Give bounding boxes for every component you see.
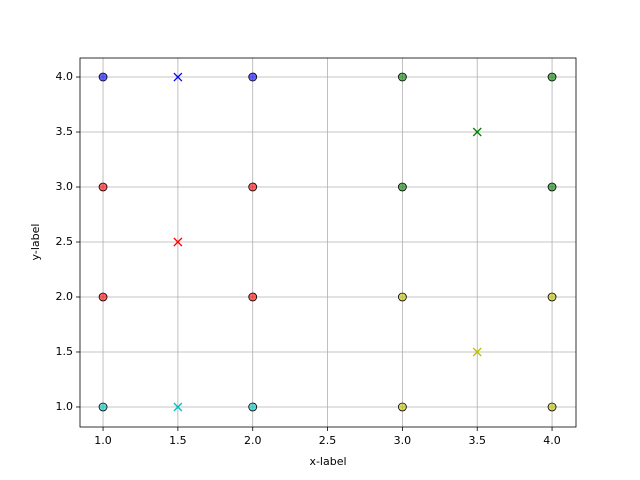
point [397,402,407,412]
x-marker [472,127,482,137]
point [397,182,407,192]
point [98,182,108,192]
x-tick-label: 2.0 [244,434,262,447]
y-tick-label: 3.0 [56,180,74,193]
point [98,402,108,412]
point [248,72,258,82]
point [98,292,108,302]
point [248,292,258,302]
x-tick-label: 2.5 [319,434,337,447]
point [547,292,557,302]
x-tick-label: 4.0 [543,434,561,447]
y-tick-label: 2.0 [56,290,74,303]
x-tick-label: 3.5 [468,434,486,447]
point [547,182,557,192]
y-tick-label: 1.5 [56,345,74,358]
point [248,182,258,192]
x-axis-label: x-label [309,455,346,468]
y-axis-label: y-label [29,224,42,261]
y-tick-label: 2.5 [56,235,74,248]
point [397,292,407,302]
x-marker [173,72,183,82]
x-marker [173,402,183,412]
x-marker [472,347,482,357]
point [248,402,258,412]
x-tick-label: 3.0 [394,434,412,447]
x-tick-label: 1.0 [94,434,112,447]
point [547,72,557,82]
point [397,72,407,82]
y-tick-label: 1.0 [56,400,74,413]
point [547,402,557,412]
x-marker [173,237,183,247]
point [98,72,108,82]
x-tick-label: 1.5 [169,434,187,447]
axes-frame [79,57,577,428]
y-tick-label: 3.5 [56,125,74,138]
y-tick-label: 4.0 [56,70,74,83]
